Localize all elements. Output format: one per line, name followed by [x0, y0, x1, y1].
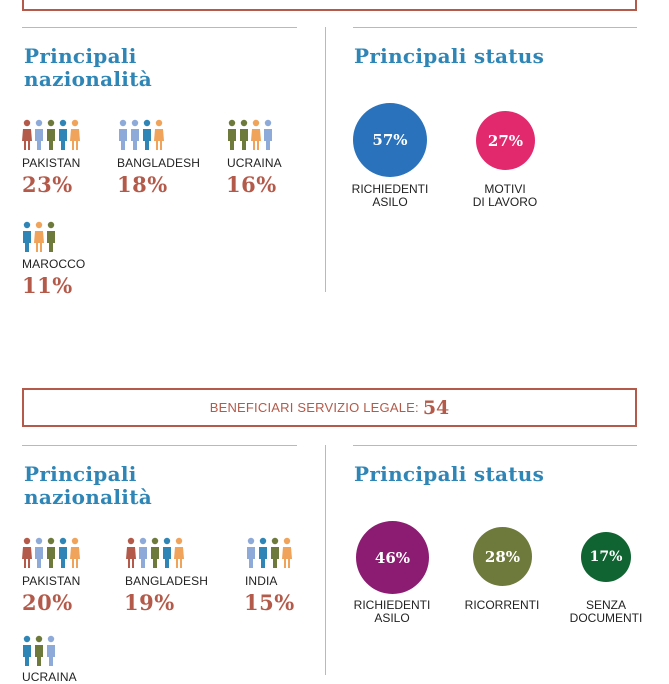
status-percent: 57%	[372, 131, 408, 149]
status-circle: 57%	[353, 103, 427, 177]
nationality-percent: 23%	[22, 172, 73, 197]
divider-line	[22, 445, 297, 446]
status-label: RICORRENTI	[464, 598, 540, 612]
nationality-name: BANGLADESH	[125, 574, 209, 588]
divider-line	[353, 445, 637, 446]
nationalities-heading: Principali nazionalità	[24, 462, 152, 509]
status-percent: 28%	[484, 547, 521, 566]
legal-service-banner: BENEFICIARI SERVIZIO LEGALE: 54	[22, 388, 637, 427]
divider-line	[353, 27, 637, 28]
people-icon	[23, 635, 55, 666]
nationalities-heading: Principali nazionalità	[24, 44, 152, 91]
people-icon	[23, 221, 55, 252]
people-icon	[247, 537, 292, 568]
banner-value: 54	[422, 396, 450, 419]
nationality-percent: 19%	[124, 590, 175, 615]
nationality-name: UCRAINA	[22, 670, 77, 684]
nationality-percent: 20%	[22, 590, 73, 615]
status-percent: 46%	[374, 548, 411, 567]
status-label: RICHIEDENTI ASILO	[351, 182, 429, 209]
top-frame	[22, 0, 637, 11]
nationality-percent: 18%	[117, 172, 168, 197]
divider-line	[22, 27, 297, 28]
nationality-name: UCRAINA	[227, 156, 282, 170]
status-circle: 17%	[581, 532, 631, 582]
column-divider	[325, 27, 326, 292]
nationality-name: BANGLADESH	[117, 156, 201, 170]
people-icon	[119, 119, 164, 150]
people-icon	[126, 537, 184, 568]
status-percent: 27%	[487, 131, 524, 150]
status-circle: 46%	[356, 521, 429, 594]
status-percent: 17%	[589, 549, 623, 565]
nationality-name: INDIA	[245, 574, 278, 588]
nationality-name: MAROCCO	[22, 257, 86, 271]
status-label: MOTIVI DI LAVORO	[472, 182, 538, 209]
people-icon	[22, 537, 80, 568]
nationality-name: PAKISTAN	[22, 574, 81, 588]
status-circle: 28%	[473, 527, 532, 586]
status-label: SENZA DOCUMENTI	[569, 598, 643, 625]
nationality-percent: 15%	[244, 590, 295, 615]
status-label: RICHIEDENTI ASILO	[353, 598, 431, 625]
status-circle: 27%	[476, 111, 535, 170]
people-icon	[228, 119, 272, 150]
nationality-percent: 16%	[226, 172, 277, 197]
nationality-name: PAKISTAN	[22, 156, 81, 170]
status-heading: Principali status	[354, 462, 545, 486]
banner-label: BENEFICIARI SERVIZIO LEGALE:	[209, 400, 419, 415]
status-heading: Principali status	[354, 44, 545, 68]
nationality-percent: 11%	[22, 273, 73, 298]
people-icon	[22, 119, 80, 150]
column-divider	[325, 445, 326, 675]
